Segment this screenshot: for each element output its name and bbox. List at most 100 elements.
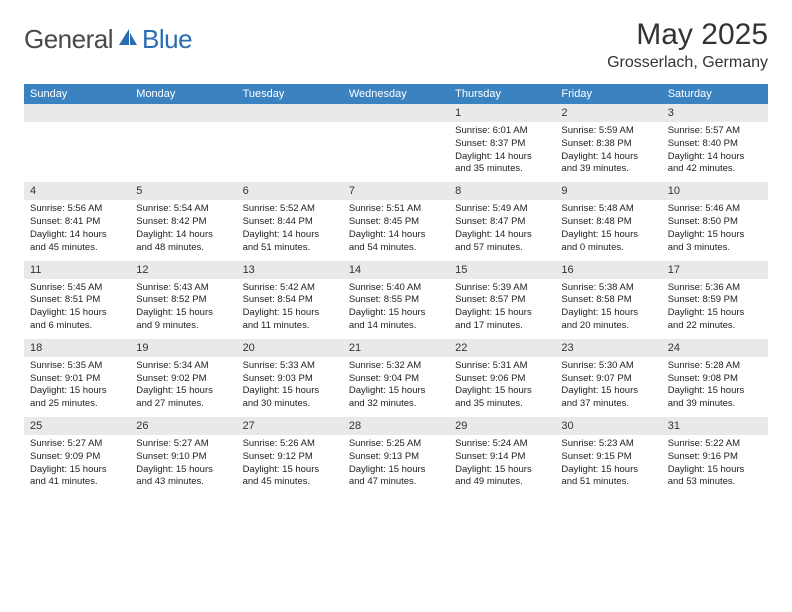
- sunrise-text: Sunrise: 5:36 AM: [668, 282, 762, 295]
- daylight-line2: and 35 minutes.: [455, 163, 549, 176]
- sunrise-text: Sunrise: 5:31 AM: [455, 360, 549, 373]
- sunrise-text: Sunrise: 5:57 AM: [668, 125, 762, 138]
- sunset-text: Sunset: 9:03 PM: [243, 373, 337, 386]
- daylight-line1: Daylight: 14 hours: [668, 151, 762, 164]
- day-content-row: Sunrise: 5:35 AMSunset: 9:01 PMDaylight:…: [24, 357, 768, 417]
- logo-text-general: General: [24, 24, 113, 55]
- sunrise-text: Sunrise: 5:43 AM: [136, 282, 230, 295]
- logo-text-blue: Blue: [142, 24, 192, 55]
- sunset-text: Sunset: 8:40 PM: [668, 138, 762, 151]
- day-cell: Sunrise: 5:49 AMSunset: 8:47 PMDaylight:…: [449, 200, 555, 260]
- day-number: 28: [343, 417, 449, 435]
- sunrise-text: Sunrise: 5:45 AM: [30, 282, 124, 295]
- sunrise-text: Sunrise: 5:25 AM: [349, 438, 443, 451]
- daylight-line2: and 42 minutes.: [668, 163, 762, 176]
- day-number: [24, 104, 130, 122]
- daylight-line1: Daylight: 15 hours: [243, 307, 337, 320]
- day-cell: Sunrise: 5:40 AMSunset: 8:55 PMDaylight:…: [343, 279, 449, 339]
- day-number: [130, 104, 236, 122]
- day-cell: Sunrise: 5:28 AMSunset: 9:08 PMDaylight:…: [662, 357, 768, 417]
- daylight-line1: Daylight: 15 hours: [455, 464, 549, 477]
- daylight-line2: and 30 minutes.: [243, 398, 337, 411]
- day-content-row: Sunrise: 5:27 AMSunset: 9:09 PMDaylight:…: [24, 435, 768, 495]
- calendar-page: General Blue May 2025 Grosserlach, Germa…: [0, 0, 792, 513]
- daylight-line1: Daylight: 14 hours: [136, 229, 230, 242]
- day-header: Wednesday: [343, 84, 449, 104]
- day-number: 6: [237, 182, 343, 200]
- daylight-line1: Daylight: 15 hours: [668, 307, 762, 320]
- daylight-line2: and 35 minutes.: [455, 398, 549, 411]
- day-number: 12: [130, 261, 236, 279]
- day-cell: Sunrise: 5:45 AMSunset: 8:51 PMDaylight:…: [24, 279, 130, 339]
- day-number: 4: [24, 182, 130, 200]
- day-number: 29: [449, 417, 555, 435]
- daylight-line1: Daylight: 14 hours: [243, 229, 337, 242]
- daylight-line2: and 39 minutes.: [668, 398, 762, 411]
- sunset-text: Sunset: 9:14 PM: [455, 451, 549, 464]
- day-cell: Sunrise: 5:23 AMSunset: 9:15 PMDaylight:…: [555, 435, 661, 495]
- daylight-line1: Daylight: 15 hours: [136, 307, 230, 320]
- day-content-row: Sunrise: 5:45 AMSunset: 8:51 PMDaylight:…: [24, 279, 768, 339]
- daylight-line2: and 3 minutes.: [668, 242, 762, 255]
- sunset-text: Sunset: 9:10 PM: [136, 451, 230, 464]
- daylight-line2: and 0 minutes.: [561, 242, 655, 255]
- daylight-line2: and 27 minutes.: [136, 398, 230, 411]
- sunset-text: Sunset: 8:41 PM: [30, 216, 124, 229]
- sunrise-text: Sunrise: 5:40 AM: [349, 282, 443, 295]
- day-cell: Sunrise: 5:33 AMSunset: 9:03 PMDaylight:…: [237, 357, 343, 417]
- daylight-line1: Daylight: 15 hours: [349, 385, 443, 398]
- day-number-row: 123: [24, 104, 768, 122]
- sunset-text: Sunset: 8:54 PM: [243, 294, 337, 307]
- daylight-line1: Daylight: 15 hours: [349, 464, 443, 477]
- day-cell: [24, 122, 130, 182]
- day-number: 26: [130, 417, 236, 435]
- daylight-line1: Daylight: 14 hours: [455, 151, 549, 164]
- daylight-line2: and 53 minutes.: [668, 476, 762, 489]
- sunrise-text: Sunrise: 5:27 AM: [136, 438, 230, 451]
- daylight-line2: and 37 minutes.: [561, 398, 655, 411]
- daylight-line2: and 43 minutes.: [136, 476, 230, 489]
- sunset-text: Sunset: 8:55 PM: [349, 294, 443, 307]
- sunrise-text: Sunrise: 6:01 AM: [455, 125, 549, 138]
- daylight-line2: and 51 minutes.: [561, 476, 655, 489]
- day-number: 25: [24, 417, 130, 435]
- sunset-text: Sunset: 8:51 PM: [30, 294, 124, 307]
- day-number: 8: [449, 182, 555, 200]
- sunrise-text: Sunrise: 5:54 AM: [136, 203, 230, 216]
- sunset-text: Sunset: 9:12 PM: [243, 451, 337, 464]
- daylight-line2: and 14 minutes.: [349, 320, 443, 333]
- day-number: 30: [555, 417, 661, 435]
- day-number: [237, 104, 343, 122]
- day-cell: Sunrise: 5:43 AMSunset: 8:52 PMDaylight:…: [130, 279, 236, 339]
- sunset-text: Sunset: 9:01 PM: [30, 373, 124, 386]
- day-cell: Sunrise: 5:57 AMSunset: 8:40 PMDaylight:…: [662, 122, 768, 182]
- daylight-line1: Daylight: 15 hours: [455, 385, 549, 398]
- day-header: Monday: [130, 84, 236, 104]
- sunset-text: Sunset: 9:07 PM: [561, 373, 655, 386]
- day-cell: Sunrise: 5:35 AMSunset: 9:01 PMDaylight:…: [24, 357, 130, 417]
- sunset-text: Sunset: 9:09 PM: [30, 451, 124, 464]
- day-number: 18: [24, 339, 130, 357]
- day-cell: Sunrise: 5:39 AMSunset: 8:57 PMDaylight:…: [449, 279, 555, 339]
- daylight-line2: and 17 minutes.: [455, 320, 549, 333]
- day-cell: Sunrise: 5:51 AMSunset: 8:45 PMDaylight:…: [343, 200, 449, 260]
- day-cell: Sunrise: 5:24 AMSunset: 9:14 PMDaylight:…: [449, 435, 555, 495]
- daylight-line1: Daylight: 15 hours: [455, 307, 549, 320]
- daylight-line2: and 51 minutes.: [243, 242, 337, 255]
- daylight-line2: and 45 minutes.: [30, 242, 124, 255]
- daylight-line1: Daylight: 15 hours: [136, 385, 230, 398]
- day-number: 1: [449, 104, 555, 122]
- daylight-line1: Daylight: 14 hours: [455, 229, 549, 242]
- sunrise-text: Sunrise: 5:28 AM: [668, 360, 762, 373]
- sunrise-text: Sunrise: 5:27 AM: [30, 438, 124, 451]
- sunrise-text: Sunrise: 5:46 AM: [668, 203, 762, 216]
- sunrise-text: Sunrise: 5:49 AM: [455, 203, 549, 216]
- daylight-line1: Daylight: 15 hours: [30, 307, 124, 320]
- daylight-line2: and 20 minutes.: [561, 320, 655, 333]
- sunset-text: Sunset: 8:38 PM: [561, 138, 655, 151]
- day-cell: Sunrise: 5:52 AMSunset: 8:44 PMDaylight:…: [237, 200, 343, 260]
- day-cell: Sunrise: 5:56 AMSunset: 8:41 PMDaylight:…: [24, 200, 130, 260]
- sunset-text: Sunset: 8:52 PM: [136, 294, 230, 307]
- title-block: May 2025 Grosserlach, Germany: [607, 18, 768, 72]
- sunrise-text: Sunrise: 5:52 AM: [243, 203, 337, 216]
